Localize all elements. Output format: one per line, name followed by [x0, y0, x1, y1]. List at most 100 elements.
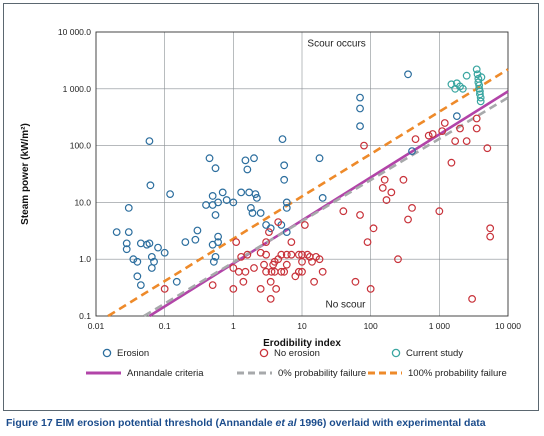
data-point	[369, 224, 378, 233]
data-point	[267, 267, 276, 276]
data-point	[472, 65, 481, 74]
data-point	[277, 267, 286, 276]
data-point	[133, 257, 142, 266]
data-point	[124, 228, 133, 236]
data-point	[472, 114, 481, 123]
data-point	[486, 232, 495, 241]
grid-lines	[96, 32, 508, 316]
data-point	[260, 260, 268, 269]
data-point	[476, 93, 485, 102]
data-point	[232, 238, 241, 247]
data-point	[262, 250, 270, 259]
data-point	[360, 141, 368, 150]
legend-marker-no-erosion	[259, 348, 269, 358]
data-point	[339, 207, 348, 216]
data-point	[245, 188, 254, 197]
data-point	[440, 119, 449, 127]
legend-marker-erosion	[102, 348, 112, 358]
data-point	[282, 204, 291, 212]
data-point	[351, 277, 360, 286]
data-point	[250, 264, 258, 272]
data-point	[252, 194, 261, 202]
data-point	[229, 264, 238, 272]
legend-label-100-percent: 100% probability failure	[408, 368, 507, 379]
data-point	[237, 188, 246, 197]
data-point	[147, 252, 156, 261]
data-point	[476, 97, 485, 106]
data-point	[356, 211, 364, 219]
data-point	[308, 257, 316, 266]
data-point	[282, 260, 291, 269]
x-tick-label: 1 000	[429, 321, 451, 331]
data-point	[404, 70, 412, 79]
threshold-lines	[107, 68, 509, 318]
data-point	[280, 175, 289, 184]
data-point	[435, 207, 444, 216]
x-tick-label: 1	[231, 321, 236, 331]
data-point	[380, 175, 389, 184]
data-point	[208, 192, 217, 200]
data-point	[287, 250, 296, 259]
data-point	[452, 112, 461, 121]
annotation-scour-occurs: Scour occurs	[307, 39, 365, 50]
caption-text-before: EIM erosion potential threshold (Annanda…	[52, 417, 276, 429]
caption-text-after: 1996) overlaid with experimental data	[296, 417, 486, 429]
data-point	[274, 218, 283, 226]
x-tick-label: 0.1	[159, 321, 171, 331]
data-point	[262, 221, 270, 229]
y-tick-label: 0.1	[79, 311, 91, 321]
data-point	[256, 209, 265, 217]
data-point	[129, 255, 138, 264]
data-point	[214, 232, 222, 241]
data-point	[399, 175, 408, 184]
data-point	[243, 250, 252, 259]
data-point	[483, 144, 492, 153]
data-point	[112, 228, 121, 236]
data-point	[250, 154, 258, 163]
caption-text-italic: et al	[275, 417, 297, 429]
data-point	[241, 156, 250, 165]
data-point	[451, 137, 460, 146]
figure-frame: 0.01 0.1 1 10 100 1 000 10 000 0.1 1.0 10.0 100.0 1…	[3, 3, 539, 411]
data-point	[208, 281, 217, 289]
legend-label-annandale: Annandale criteria	[127, 368, 204, 379]
data-point	[160, 284, 169, 293]
data-point	[458, 84, 467, 93]
data-point	[456, 124, 464, 133]
data-point	[294, 250, 303, 259]
data-point	[124, 204, 133, 212]
data-point	[256, 284, 265, 293]
data-point	[411, 135, 420, 144]
data-point	[318, 267, 327, 276]
data-point	[266, 224, 275, 233]
x-tick-label: 0.01	[88, 321, 105, 331]
data-point	[172, 277, 181, 286]
data-point	[145, 137, 154, 146]
figure-caption: Figure 17 EIM erosion potential threshol…	[6, 416, 540, 430]
data-point	[472, 124, 481, 133]
data-point	[298, 257, 306, 266]
data-point	[262, 267, 270, 276]
y-tick-label: 1.0	[79, 254, 91, 264]
data-point	[211, 252, 220, 261]
data-point	[394, 255, 402, 264]
data-point	[133, 272, 142, 281]
caption-figure-label: Figure 17	[6, 417, 53, 429]
data-point	[282, 250, 291, 259]
data-point	[298, 267, 306, 276]
data-point	[234, 267, 243, 276]
legend-marker-current-study	[391, 348, 401, 358]
legend: Erosion No erosion Current study Annanda…	[86, 348, 507, 379]
y-axis-label: Steam power (kW/m²)	[20, 123, 31, 225]
threshold-line	[148, 90, 509, 318]
data-point	[280, 161, 289, 170]
data-point	[408, 147, 416, 156]
data-point	[218, 188, 227, 197]
x-tick-label: 10 000	[495, 321, 521, 331]
data-point	[239, 277, 248, 286]
data-point	[287, 238, 296, 247]
annotation-no-scour: No scour	[326, 300, 367, 311]
plot-area	[95, 31, 509, 317]
data-point	[243, 165, 252, 174]
data-point	[209, 257, 218, 266]
